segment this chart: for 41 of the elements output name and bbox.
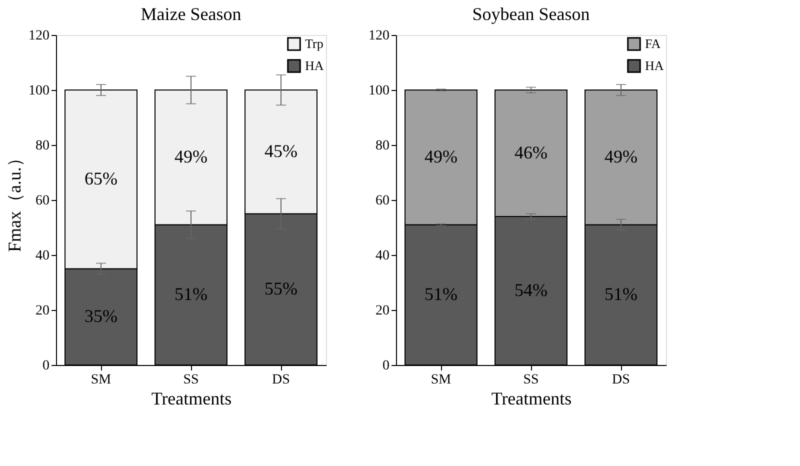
data-label: 46% <box>514 142 548 162</box>
data-label: 51% <box>424 284 458 304</box>
x-tick-label: SS <box>523 372 539 388</box>
data-label: 51% <box>604 284 638 304</box>
x-tick-label: DS <box>272 372 290 388</box>
data-label: 51% <box>174 284 208 304</box>
y-tick-label: 40 <box>36 248 50 264</box>
y-axis-title: Fmax（a.u.） <box>4 149 24 252</box>
legend-label: FA <box>645 36 662 51</box>
y-tick-label: 0 <box>42 358 50 374</box>
x-axis-title: Treatments <box>491 388 572 408</box>
data-label: 49% <box>604 146 638 166</box>
data-label: 55% <box>264 278 298 298</box>
y-tick-label: 80 <box>36 138 50 154</box>
x-tick-label: SM <box>90 372 112 388</box>
legend-label: HA <box>645 58 664 73</box>
y-tick-label: 60 <box>36 194 50 208</box>
data-label: 65% <box>84 168 118 188</box>
x-tick-label: SM <box>430 372 452 388</box>
legend-label: HA <box>305 58 324 73</box>
data-label: 49% <box>424 146 458 166</box>
y-tick-label: 20 <box>376 304 390 318</box>
y-tick-label: 120 <box>368 28 390 44</box>
y-tick-label: 60 <box>376 194 390 208</box>
data-label: 49% <box>174 146 208 166</box>
y-tick-label: 120 <box>28 28 50 44</box>
y-tick-label: 40 <box>376 248 390 264</box>
data-label: 45% <box>264 140 298 161</box>
data-label: 54% <box>514 280 548 300</box>
y-tick-label: 100 <box>368 84 390 98</box>
chart-title: Soybean Season <box>472 4 590 24</box>
x-axis-title: Treatments <box>151 388 232 408</box>
y-tick-label: 20 <box>36 304 50 318</box>
x-tick-label: DS <box>612 372 630 388</box>
legend-label: Trp <box>305 36 324 51</box>
y-tick-label: 80 <box>376 138 390 154</box>
data-label: 35% <box>84 306 118 326</box>
chart-title: Maize Season <box>140 4 242 24</box>
x-tick-label: SS <box>183 372 199 388</box>
y-tick-label: 100 <box>28 84 50 98</box>
y-tick-label: 0 <box>382 358 390 374</box>
